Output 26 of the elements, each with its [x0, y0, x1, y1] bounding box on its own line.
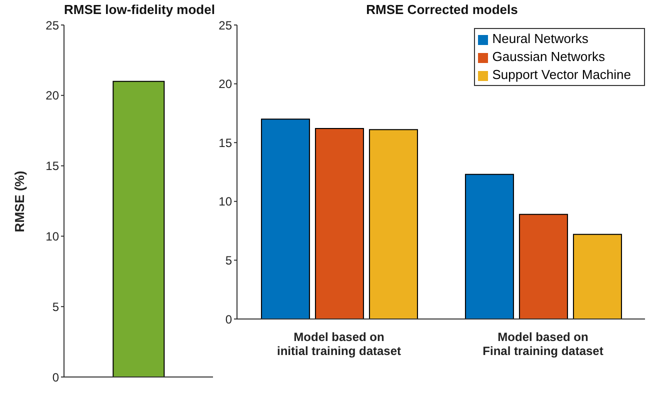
- y-tick-label: 25: [46, 18, 60, 32]
- y-tick-label: 15: [46, 159, 60, 174]
- legend-label: Support Vector Machine: [492, 67, 631, 82]
- bar: [314, 128, 364, 319]
- x-tick-label: Model based on Final training dataset: [482, 330, 604, 358]
- y-tick-label: 20: [218, 77, 232, 92]
- bar: [572, 234, 622, 319]
- bar: [464, 174, 514, 319]
- y-tick-label: 25: [218, 18, 232, 32]
- y-tick-label: 15: [218, 136, 232, 150]
- legend-label: Neural Networks: [492, 31, 588, 46]
- bar: [368, 129, 418, 319]
- x-tick-label: Model based on initial training dataset: [276, 330, 402, 358]
- chart-title: RMSE Corrected models: [365, 2, 519, 17]
- y-tick-label: 10: [46, 229, 60, 244]
- y-axis-title: RMSE (%): [12, 170, 28, 232]
- y-tick-label: 5: [52, 300, 60, 314]
- y-tick-label: 20: [46, 88, 60, 103]
- bar: [260, 118, 310, 319]
- legend-label: Gaussian Networks: [492, 49, 605, 64]
- y-tick-label: 5: [225, 253, 232, 268]
- y-tick-label: 0: [52, 370, 60, 384]
- y-tick-label: 0: [225, 312, 232, 326]
- chart-title: RMSE low-fidelity model: [64, 2, 215, 17]
- y-tick-label: 10: [218, 194, 232, 209]
- bar: [518, 214, 568, 319]
